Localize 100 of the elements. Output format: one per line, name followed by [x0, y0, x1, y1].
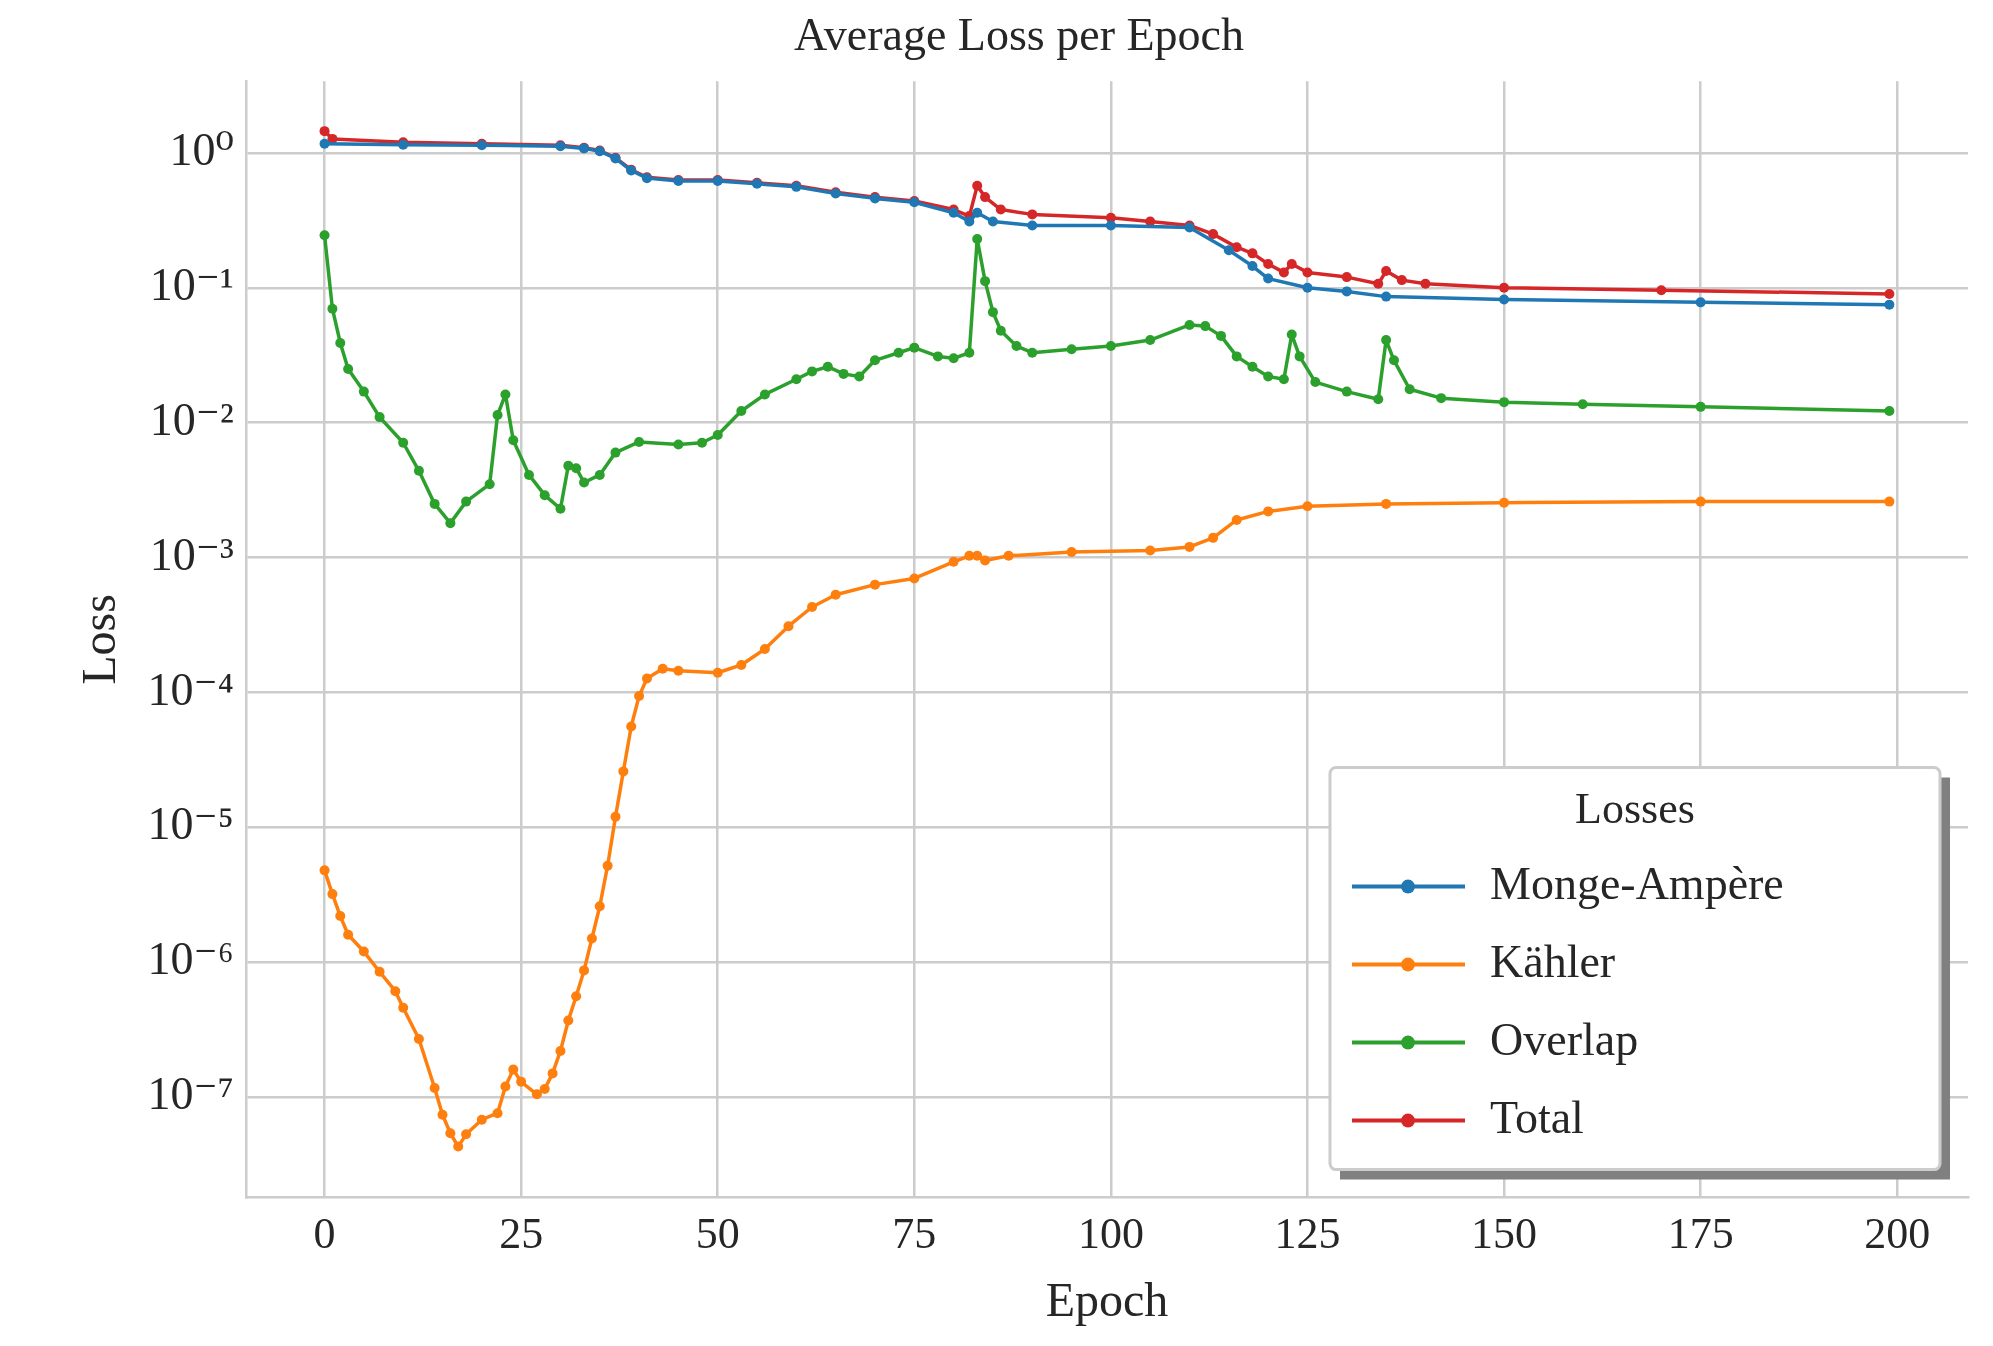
x-tick-label: 150	[1471, 1208, 1538, 1258]
point	[437, 1109, 448, 1120]
x-tick-label: 125	[1274, 1208, 1341, 1258]
point	[1341, 286, 1352, 297]
point	[1884, 288, 1895, 299]
point	[563, 1015, 574, 1026]
point	[1247, 261, 1258, 272]
point	[500, 1081, 511, 1092]
x-axis-title: Epoch	[1045, 1272, 1169, 1326]
point	[555, 1045, 566, 1056]
point	[398, 1002, 409, 1013]
point	[1184, 541, 1195, 552]
point	[445, 1128, 456, 1139]
point	[1695, 297, 1706, 308]
point	[516, 1076, 527, 1087]
point	[579, 965, 590, 976]
point	[461, 1129, 472, 1140]
point	[594, 901, 605, 912]
point	[319, 865, 330, 876]
point	[610, 811, 621, 822]
legend-label: Kähler	[1490, 935, 1616, 987]
point	[358, 946, 369, 957]
x-tick-label: 100	[1077, 1208, 1144, 1258]
point	[1695, 496, 1706, 507]
point	[807, 602, 818, 613]
point	[1263, 273, 1274, 284]
point	[1105, 220, 1116, 231]
point	[539, 1083, 550, 1094]
point	[712, 667, 723, 678]
point	[374, 966, 385, 977]
point	[571, 991, 582, 1002]
point	[869, 579, 880, 590]
legend-label: Total	[1490, 1091, 1584, 1143]
point	[634, 691, 645, 702]
point	[602, 860, 613, 871]
x-tick-label: 75	[892, 1208, 937, 1258]
point	[1381, 266, 1392, 277]
point	[390, 986, 401, 997]
point	[783, 621, 794, 632]
point	[547, 1068, 558, 1079]
point	[1499, 294, 1510, 305]
legend-label: Monge-Ampère	[1490, 857, 1784, 909]
point	[476, 1114, 487, 1125]
point	[1208, 532, 1219, 543]
y-tick-label: 10⁻⁴	[147, 663, 234, 715]
y-tick-label: 10⁻¹	[149, 258, 234, 310]
point	[413, 1033, 424, 1044]
point	[657, 663, 668, 674]
point	[453, 1141, 464, 1152]
x-tick-label: 50	[695, 1208, 740, 1258]
point	[343, 929, 354, 940]
point	[1656, 285, 1667, 296]
legend-title: Losses	[1575, 784, 1695, 834]
point	[972, 180, 983, 191]
point	[618, 766, 629, 777]
point	[964, 216, 975, 227]
point	[319, 138, 330, 149]
point	[1208, 229, 1219, 240]
point	[1003, 550, 1014, 561]
y-tick-label: 10⁻⁶	[147, 933, 234, 985]
point	[1145, 545, 1156, 556]
point	[987, 216, 998, 227]
point	[1341, 272, 1352, 283]
point	[1499, 282, 1510, 293]
point	[1263, 506, 1274, 517]
point	[626, 721, 637, 732]
point	[1247, 248, 1258, 259]
point	[1302, 282, 1313, 293]
y-tick-label: 10⁻⁷	[147, 1068, 234, 1120]
point	[1884, 299, 1895, 310]
point	[1263, 259, 1274, 270]
point	[327, 889, 338, 900]
point	[909, 573, 920, 584]
y-tick-label: 10⁻⁵	[147, 798, 234, 850]
point	[972, 207, 983, 218]
point	[830, 589, 841, 600]
x-tick-label: 175	[1667, 1208, 1734, 1258]
point	[1066, 546, 1077, 557]
point	[1381, 498, 1392, 509]
y-axis-title: Loss	[72, 594, 126, 685]
point	[1381, 291, 1392, 302]
point	[429, 1082, 440, 1093]
point	[1302, 501, 1313, 512]
x-tick-label: 25	[499, 1208, 544, 1258]
chart-title: Average Loss per Epoch	[793, 8, 1245, 60]
point	[980, 555, 991, 566]
point	[319, 126, 330, 137]
point	[1420, 278, 1431, 289]
y-tick-label: 10⁰	[169, 123, 234, 175]
point	[586, 933, 597, 944]
point	[1027, 209, 1038, 220]
point	[1231, 514, 1242, 525]
point	[1231, 242, 1242, 253]
x-tick-label: 0	[313, 1208, 336, 1258]
legend-label: Overlap	[1490, 1013, 1639, 1065]
point	[335, 911, 346, 922]
point	[1373, 278, 1384, 289]
point	[1286, 259, 1297, 270]
y-tick-label: 10⁻³	[149, 528, 234, 580]
point	[1396, 275, 1407, 286]
